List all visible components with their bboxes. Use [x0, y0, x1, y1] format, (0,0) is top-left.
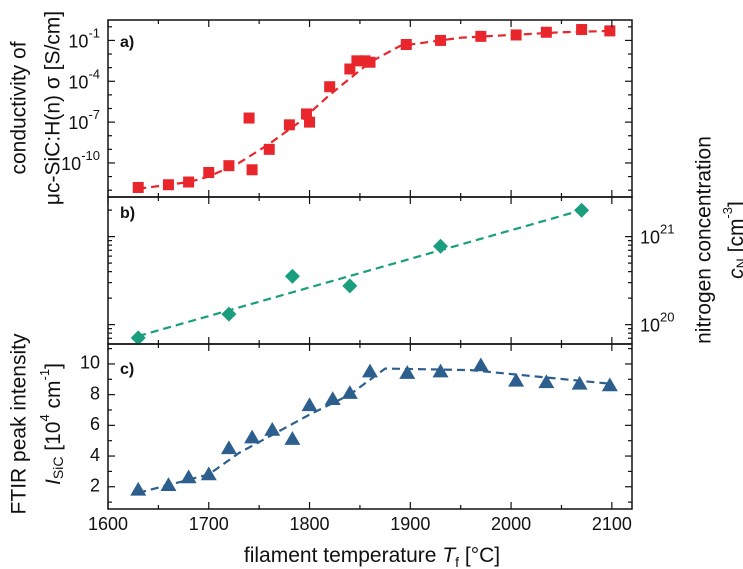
- panel-c-data-points: [130, 357, 618, 496]
- panel-c-point: [472, 357, 489, 372]
- panel-b-letter: b): [120, 205, 135, 222]
- panel-a-point: [364, 56, 376, 68]
- panel-a-yticks: 10-10 10-7 10-4 10-1: [61, 26, 632, 191]
- x-tick-label: 1600: [88, 514, 128, 534]
- panel-c-point: [264, 421, 281, 436]
- panel-a-point: [400, 39, 412, 51]
- panel-a-point: [344, 63, 356, 75]
- panel-b-point: [284, 268, 300, 284]
- panel-c-ytick-label: 2: [90, 475, 100, 495]
- panel-c-point: [200, 466, 217, 481]
- panel-c-point: [432, 363, 449, 378]
- panel-c-point: [324, 391, 341, 406]
- panel-a-point: [324, 81, 336, 93]
- panel-b-point: [342, 278, 358, 294]
- x-tick-label: 1700: [189, 514, 229, 534]
- panel-a-ylabel-line2: μc-SiC:H(n) σ [S/cm]: [42, 11, 65, 205]
- x-tick-label: 1900: [390, 514, 430, 534]
- panel-a-point: [301, 108, 313, 120]
- x-axis-ticks: 1600 1700 1800 1900 2000 2100: [88, 20, 632, 534]
- panel-b-yticks: 1020 1021: [108, 209, 675, 339]
- panel-b-ylabel-line1: nitrogen concentration: [693, 136, 716, 344]
- panel-a-point: [540, 26, 552, 38]
- panel-a-point: [283, 119, 295, 131]
- panel-b-ytick-label: 1021: [640, 222, 675, 247]
- x-axis-label: filament temperature Tf [°C]: [244, 544, 500, 569]
- panel-a-ytick-label: 10-4: [68, 67, 100, 92]
- panel-a-point: [183, 176, 195, 188]
- panel-a-fit-line: [138, 29, 612, 190]
- panel-c-point: [508, 372, 525, 387]
- panel-c-ylabel-line1: FTIR peak intensity: [8, 333, 31, 514]
- panel-c-point: [220, 440, 237, 455]
- panel-a-ytick-label: 10-10: [61, 148, 100, 173]
- panel-c-point: [301, 397, 318, 412]
- panel-c-frame: [107, 343, 633, 510]
- panel-a-conductivity: a) 10-10 10-7 10-4 10-1 conductivity of μc-…: [8, 11, 633, 205]
- panel-a-point: [304, 116, 316, 128]
- panel-c-point: [130, 481, 147, 496]
- panel-c-ytick-label: 8: [90, 383, 100, 403]
- panel-c-ftir: c) 2 4 6 8 10 FTIR peak intensity ISiC [104 …: [8, 333, 633, 514]
- x-tick-label: 2000: [491, 514, 531, 534]
- panel-c-ytick-label: 10: [80, 353, 100, 373]
- panel-a-point: [351, 55, 363, 67]
- panel-c-point: [362, 363, 378, 378]
- panel-c-ylabel: FTIR peak intensity ISiC [104 cm-1]: [8, 333, 66, 514]
- panel-c-point: [571, 375, 588, 390]
- panel-c-point: [601, 377, 618, 392]
- panel-a-ylabel-line1: conductivity of: [8, 41, 31, 174]
- panel-c-ytick-label: 6: [90, 414, 100, 434]
- panel-a-letter: a): [120, 34, 134, 51]
- panel-b-ylabel-line2: cN [cm-3]: [720, 201, 743, 279]
- panel-c-point: [244, 429, 261, 444]
- panel-c-point: [399, 365, 416, 379]
- panel-c-point: [160, 477, 177, 491]
- panel-a-point: [223, 160, 235, 172]
- panel-a-frame: [107, 19, 633, 198]
- panel-b-point: [433, 238, 449, 254]
- panel-a-point: [132, 181, 144, 193]
- panel-c-yticks: 2 4 6 8 10: [80, 348, 632, 503]
- panel-c-point: [284, 431, 301, 445]
- panel-b-fit-line: [137, 209, 582, 338]
- panel-b-ylabel: nitrogen concentration cN [cm-3]: [693, 136, 743, 344]
- panel-a-data-points: [132, 24, 616, 193]
- panel-b-fit-curve: [137, 209, 582, 338]
- panel-a-point: [162, 179, 174, 191]
- panel-b-ytick-label: 1020: [640, 310, 675, 335]
- panel-c-ytick-label: 4: [90, 445, 100, 465]
- panel-b-data-points: [130, 202, 590, 346]
- panel-a-point: [263, 143, 275, 155]
- panel-a-point: [604, 25, 616, 37]
- panel-c-point: [538, 374, 555, 389]
- panel-c-letter: c): [120, 361, 134, 378]
- panel-c-point: [180, 469, 197, 484]
- panel-c-ylabel-line2: ISiC [104 cm-1]: [37, 363, 65, 485]
- panel-a-ytick-label: 10-1: [68, 26, 100, 51]
- panel-b-point: [130, 330, 146, 346]
- panel-b-nitrogen: b) 1020 1021 nitrogen concentration cN [c…: [107, 136, 743, 346]
- panel-c-point: [341, 385, 358, 399]
- panel-a-point: [576, 24, 588, 36]
- panel-a-fit-curve: [138, 29, 612, 190]
- panel-a-point: [510, 29, 522, 41]
- panel-a-point: [435, 34, 447, 46]
- panel-a-point: [243, 112, 255, 124]
- panel-a-point: [203, 166, 215, 178]
- panel-a-point: [246, 164, 258, 176]
- panel-b-point: [574, 202, 590, 218]
- x-tick-label: 1800: [290, 514, 330, 534]
- panel-a-point: [475, 30, 487, 42]
- panel-a-ytick-label: 10-7: [68, 108, 100, 133]
- x-tick-label: 2100: [592, 514, 632, 534]
- panel-a-ylabel: conductivity of μc-SiC:H(n) σ [S/cm]: [8, 11, 65, 205]
- panel-b-point: [221, 306, 237, 322]
